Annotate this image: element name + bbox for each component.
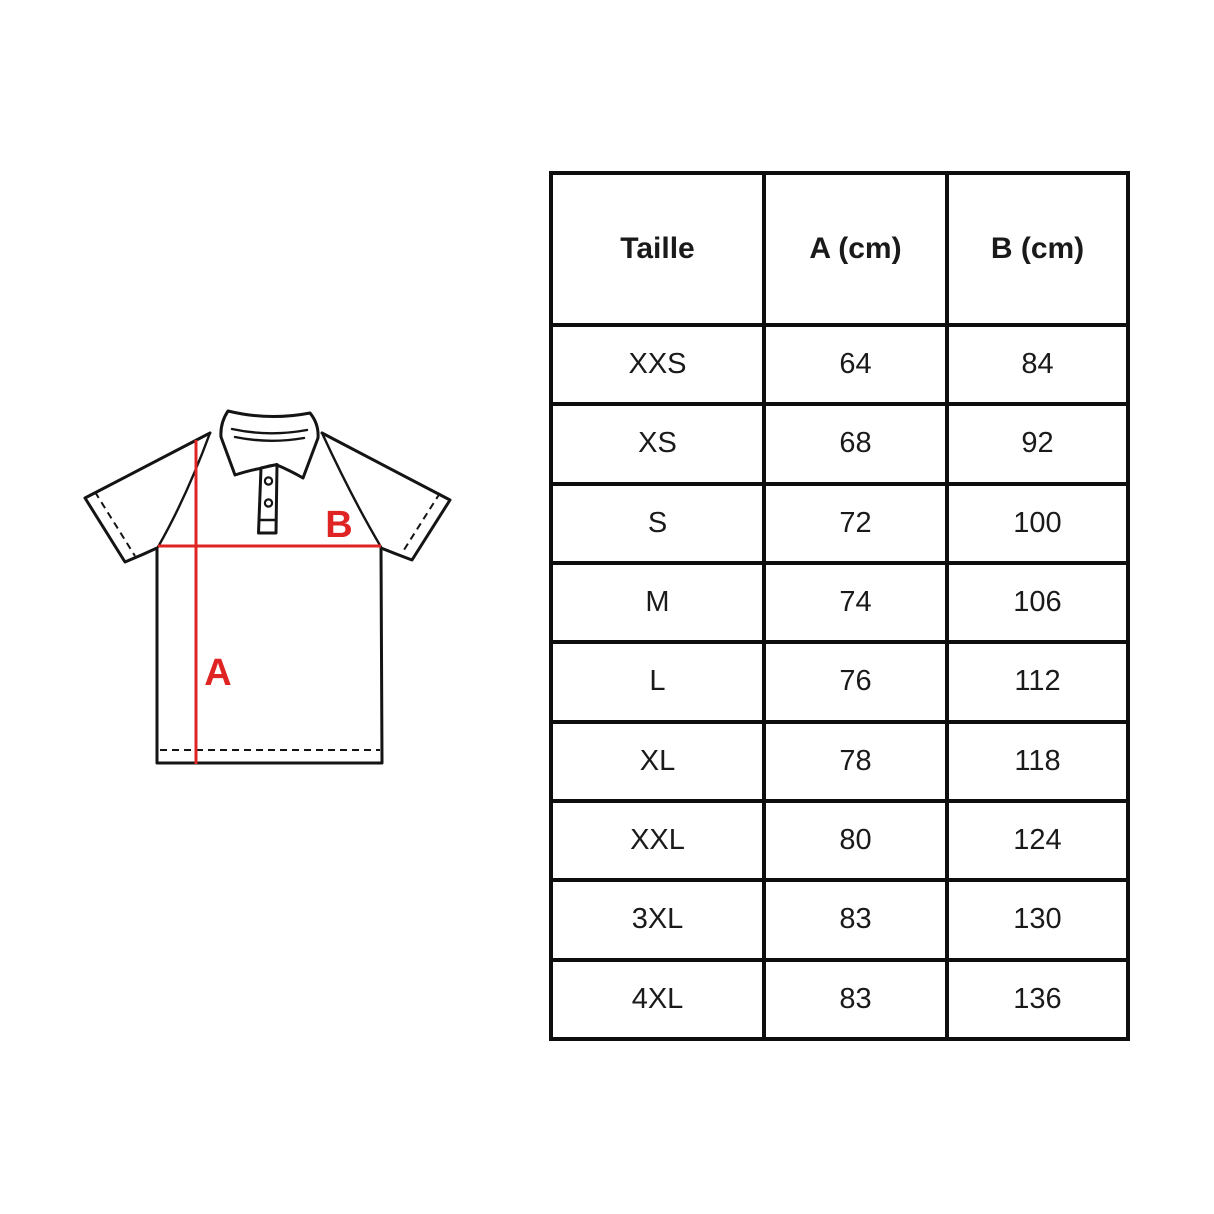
polo-shirt-drawing: A B <box>83 409 452 765</box>
size-cell: L <box>549 640 766 724</box>
measurement-label-b: B <box>325 504 352 546</box>
measurement-cell: 112 <box>945 640 1130 724</box>
table-row: 4XL 83 136 <box>549 957 1130 1042</box>
collar-band-line-top <box>230 427 309 435</box>
size-table-header: Taille A (cm) B (cm) <box>549 171 1130 327</box>
measurement-cell: 83 <box>762 878 949 962</box>
measurement-cell: 124 <box>945 798 1130 883</box>
measurement-cell: 100 <box>945 481 1130 565</box>
measurement-cell: 68 <box>762 402 949 486</box>
header-row: Taille A (cm) B (cm) <box>549 171 1130 327</box>
measurement-cell: 130 <box>945 878 1130 962</box>
table-row: XL 78 118 <box>549 719 1130 803</box>
armhole-seam-right <box>320 431 383 549</box>
size-cell: 3XL <box>549 878 766 962</box>
table-row: XS 68 92 <box>549 402 1130 486</box>
size-table-body: XXS 64 84 XS 68 92 S 72 100 M 74 106 L 76 112 XL 78 118 XX… <box>549 322 1130 1042</box>
measurement-cell: 78 <box>762 719 949 803</box>
measurement-cell: 136 <box>945 957 1130 1042</box>
measurement-cell: 106 <box>945 560 1130 645</box>
measurement-cell: 84 <box>945 322 1130 407</box>
measurement-cell: 92 <box>945 402 1130 486</box>
collar <box>219 409 320 480</box>
size-cell: XXS <box>549 322 766 407</box>
column-header-b-cm: B (cm) <box>945 171 1130 327</box>
size-cell: XS <box>549 402 766 486</box>
size-cell: M <box>549 560 766 645</box>
measurement-cell: 118 <box>945 719 1130 803</box>
size-cell: XL <box>549 719 766 803</box>
polo-shirt-diagram: A B <box>60 380 480 800</box>
measurement-label-a: A <box>204 652 231 694</box>
column-header-a-cm: A (cm) <box>762 171 949 327</box>
collar-band-line-bottom <box>233 435 306 442</box>
shirt-body-outline <box>83 431 452 765</box>
armhole-seam-left <box>156 431 212 549</box>
table-row: 3XL 83 130 <box>549 878 1130 962</box>
table-row: XXS 64 84 <box>549 322 1130 407</box>
button-bottom <box>263 498 274 508</box>
table-row: XXL 80 124 <box>549 798 1130 883</box>
size-cell: S <box>549 481 766 565</box>
button-top <box>263 476 274 486</box>
column-header-taille: Taille <box>549 171 766 327</box>
table-row: S 72 100 <box>549 481 1130 565</box>
size-cell: XXL <box>549 798 766 883</box>
size-chart-table: Taille A (cm) B (cm) XXS 64 84 XS 68 92 S 72 100… <box>549 171 1130 1042</box>
measurement-cell: 72 <box>762 481 949 565</box>
measurement-cell: 76 <box>762 640 949 724</box>
sleeve-stitch-left <box>94 491 136 557</box>
table-row: M 74 106 <box>549 560 1130 645</box>
size-cell: 4XL <box>549 957 766 1042</box>
table-row: L 76 112 <box>549 640 1130 724</box>
measurement-cell: 83 <box>762 957 949 1042</box>
measurement-cell: 80 <box>762 798 949 883</box>
measurement-cell: 64 <box>762 322 949 407</box>
measurement-cell: 74 <box>762 560 949 645</box>
